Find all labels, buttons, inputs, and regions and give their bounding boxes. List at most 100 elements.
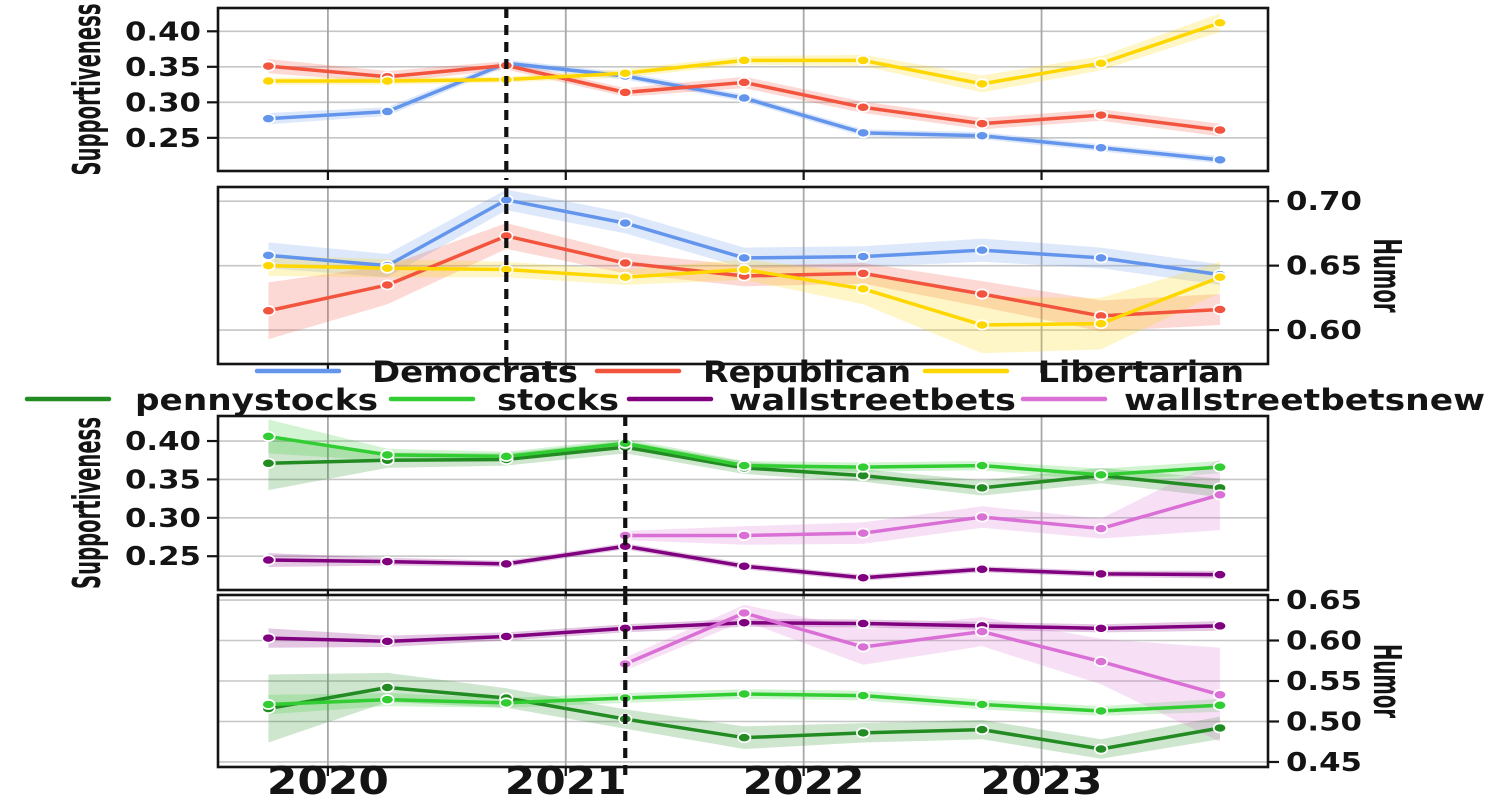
band-democrats xyxy=(268,189,1220,285)
marker-pennystocks xyxy=(261,457,276,469)
marker-pennystocks xyxy=(974,724,990,736)
marker-wallstreetbets xyxy=(737,617,752,629)
marker-wallstreetbets xyxy=(737,560,752,572)
y-tick-label: 0.50 xyxy=(1286,707,1362,737)
legend-label-stocks: stocks xyxy=(497,383,619,417)
legend-label-democrats: Democrats xyxy=(372,355,578,389)
marker-stocks xyxy=(1093,705,1109,717)
x-tick-label-2020: 2020 xyxy=(267,759,389,796)
marker-wallstreetbets xyxy=(380,556,395,568)
marker-democrats xyxy=(737,252,752,264)
marker-wallstreetbetsnew xyxy=(1093,656,1109,668)
marker-republican xyxy=(855,101,871,113)
legend-label-republican: Republican xyxy=(703,355,911,389)
panel-political-supportiveness: 0.40 0.35 0.30 0.25 Supportiveness xyxy=(65,4,1270,180)
marker-libertarian xyxy=(618,271,633,283)
legend-item-libertarian: Libertarian xyxy=(922,355,1244,389)
line-wallstreetbetsnew xyxy=(623,611,1222,697)
marker-democrats xyxy=(1093,142,1109,154)
marker-stocks xyxy=(974,699,990,710)
y-tick-label: 0.65 xyxy=(1286,252,1362,282)
x-tick-label-2022: 2022 xyxy=(743,759,865,796)
marker-stocks xyxy=(1212,699,1228,711)
markers-stocks xyxy=(261,688,1228,717)
legend-label-pennystocks: pennystocks xyxy=(135,383,378,417)
marker-libertarian xyxy=(1093,318,1109,330)
marker-wallstreetbets xyxy=(855,572,871,584)
marker-wallstreetbets xyxy=(261,632,276,644)
marker-libertarian xyxy=(380,75,395,87)
marker-republican xyxy=(618,257,633,269)
marker-stocks xyxy=(974,460,990,472)
marker-wallstreetbetsnew xyxy=(1212,489,1228,501)
marker-republican xyxy=(380,279,395,291)
marker-pennystocks xyxy=(974,482,990,494)
marker-wallstreetbets xyxy=(380,635,395,647)
marker-democrats xyxy=(380,106,395,118)
marker-republican xyxy=(1212,304,1228,315)
marker-republican xyxy=(855,267,871,279)
markers-libertarian xyxy=(261,17,1228,90)
ylabel-finance-humor: Humor xyxy=(1365,644,1409,718)
ylabel-political-supportiveness: Supportiveness xyxy=(65,4,109,176)
legend-label-wallstreetbetsnew: wallstreetbetsnew xyxy=(1124,383,1485,417)
marker-wallstreetbets xyxy=(855,618,871,629)
marker-wallstreetbets xyxy=(1093,568,1109,580)
marker-wallstreetbetsnew xyxy=(855,527,871,539)
marker-pennystocks xyxy=(855,727,871,739)
y-tick-label: 0.40 xyxy=(125,427,201,457)
marker-wallstreetbetsnew xyxy=(1093,523,1109,535)
markers-libertarian xyxy=(261,260,1228,331)
marker-republican xyxy=(974,288,990,300)
marker-democrats xyxy=(261,249,276,261)
marker-libertarian xyxy=(380,262,395,274)
marker-wallstreetbetsnew xyxy=(855,641,871,653)
marker-republican xyxy=(618,86,633,98)
markers-republican xyxy=(261,230,1228,322)
marker-stocks xyxy=(499,697,514,709)
marker-wallstreetbetsnew xyxy=(737,607,752,619)
marker-stocks xyxy=(737,460,752,472)
series-layer xyxy=(261,189,1228,354)
y-tick-label: 0.45 xyxy=(1286,748,1362,778)
panel-border xyxy=(216,6,1270,173)
marker-democrats xyxy=(974,244,990,256)
line-wallstreetbetsnew xyxy=(623,493,1222,538)
series-layer xyxy=(261,419,1228,584)
marker-stocks xyxy=(737,688,752,700)
marker-republican xyxy=(261,305,276,317)
legend-item-wallstreetbetsnew: wallstreetbetsnew xyxy=(1020,383,1485,417)
y-tick-label: 0.25 xyxy=(125,124,201,154)
marker-wallstreetbets xyxy=(499,631,514,642)
panel-border xyxy=(216,414,1270,592)
marker-stocks xyxy=(261,699,276,710)
marker-democrats xyxy=(737,92,752,104)
marker-libertarian xyxy=(855,283,871,295)
ylabel-finance-supportiveness: Supportiveness xyxy=(65,417,109,589)
marker-stocks xyxy=(855,461,871,473)
legend-item-democrats: Democrats xyxy=(254,355,578,389)
marker-democrats xyxy=(1093,252,1109,264)
marker-wallstreetbets xyxy=(1212,620,1228,632)
markers-wallstreetbets xyxy=(261,540,1228,584)
marker-democrats xyxy=(974,130,990,142)
marker-wallstreetbetsnew xyxy=(974,626,990,638)
band-libertarian xyxy=(268,13,1220,93)
marker-stocks xyxy=(261,430,276,442)
marker-wallstreetbetsnew xyxy=(737,530,752,541)
marker-pennystocks xyxy=(1212,722,1228,734)
marker-libertarian xyxy=(737,54,752,66)
markers-wallstreetbets xyxy=(261,617,1228,647)
marker-wallstreetbets xyxy=(974,563,990,575)
marker-wallstreetbets xyxy=(261,554,276,566)
marker-pennystocks xyxy=(737,732,752,744)
band-wallstreetbetsnew xyxy=(625,604,1220,742)
panel-finance-supportiveness: 0.40 0.35 0.30 0.25 Supportiveness xyxy=(65,414,1270,599)
marker-republican xyxy=(1093,109,1109,121)
y-tick-label: 0.60 xyxy=(1286,316,1362,346)
marker-libertarian xyxy=(1212,17,1228,29)
y-tick-label: 0.35 xyxy=(125,465,201,495)
marker-pennystocks xyxy=(380,682,395,693)
marker-wallstreetbets xyxy=(1212,569,1228,581)
